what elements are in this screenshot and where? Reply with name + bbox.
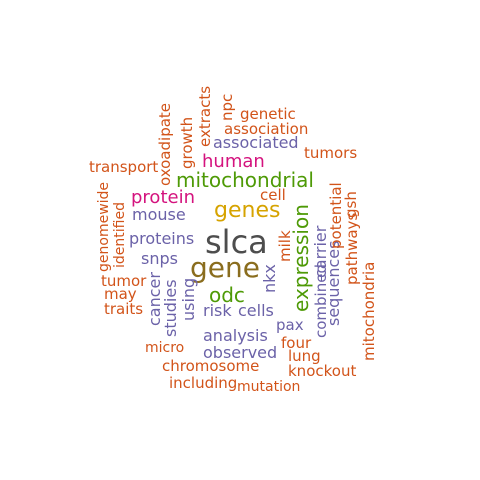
word-snps: snps bbox=[141, 249, 178, 268]
word-including: including bbox=[169, 374, 238, 392]
word-mutation: mutation bbox=[237, 379, 301, 395]
word-identified: identified bbox=[112, 202, 128, 268]
word-tumors: tumors bbox=[304, 144, 358, 162]
word-mitochondria: mitochondria bbox=[360, 261, 378, 361]
word-mitochondrial: mitochondrial bbox=[176, 168, 314, 192]
word-cell: cell bbox=[260, 186, 286, 204]
word-association: association bbox=[224, 120, 309, 138]
word-lung: lung bbox=[288, 347, 321, 365]
word-genomewide: genomewide bbox=[96, 181, 112, 272]
word-four: four bbox=[281, 334, 312, 352]
word-growth: growth bbox=[178, 116, 196, 169]
word-sequences: sequences bbox=[324, 240, 343, 326]
word-associated: associated bbox=[213, 133, 299, 152]
word-analysis: analysis bbox=[203, 326, 268, 345]
word-using: using bbox=[179, 277, 198, 321]
word-nkx: nkx bbox=[260, 264, 279, 293]
word-tumor: tumor bbox=[101, 272, 147, 290]
word-odc: odc bbox=[209, 283, 245, 307]
word-genes: genes bbox=[214, 198, 281, 223]
word-micro: micro bbox=[145, 340, 185, 356]
word-mouse: mouse bbox=[132, 205, 186, 224]
word-knockout: knockout bbox=[288, 362, 357, 380]
word-proteins: proteins bbox=[129, 229, 195, 248]
word-slca: slca bbox=[205, 223, 268, 261]
word-cancer: cancer bbox=[145, 272, 164, 326]
word-studies: studies bbox=[161, 279, 180, 337]
word-expression: expression bbox=[289, 204, 313, 312]
word-npc: npc bbox=[218, 93, 236, 121]
word-risk: risk bbox=[203, 301, 232, 320]
word-observed: observed bbox=[203, 343, 278, 362]
word-cells: cells bbox=[238, 301, 274, 320]
word-genetic: genetic bbox=[240, 105, 296, 123]
word-oxoadipate: oxoadipate bbox=[156, 102, 174, 186]
word-chromosome: chromosome bbox=[162, 357, 260, 375]
word-pathways: pathways bbox=[343, 212, 361, 285]
word-human: human bbox=[202, 151, 265, 172]
word-extracts: extracts bbox=[196, 85, 214, 147]
word-traits: traits bbox=[104, 300, 144, 318]
word-gene: gene bbox=[190, 251, 260, 284]
word-pax: pax bbox=[276, 316, 304, 334]
word-milk: milk bbox=[276, 230, 294, 262]
word-transport: transport bbox=[89, 158, 159, 176]
word-protein: protein bbox=[131, 187, 195, 208]
word-may: may bbox=[104, 285, 137, 303]
